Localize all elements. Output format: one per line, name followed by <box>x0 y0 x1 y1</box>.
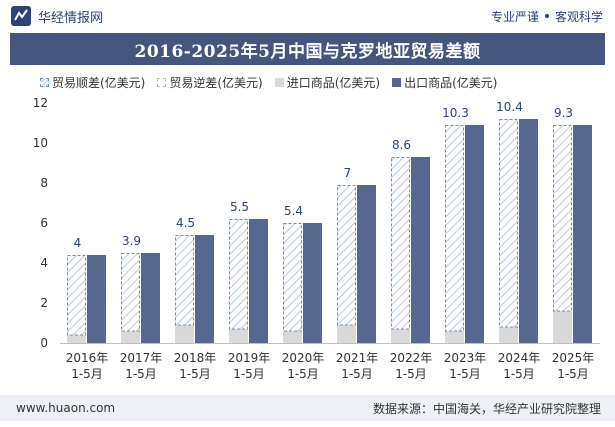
brand-name: 华经情报网 <box>38 10 104 26</box>
surplus-bar <box>121 253 140 332</box>
import-bar <box>283 331 302 343</box>
legend-label-surplus: 贸易顺差(亿美元) <box>52 75 146 90</box>
separator-dot-icon <box>544 14 549 18</box>
x-tick-label: 1-5月 <box>71 367 103 381</box>
y-tick-label: 4 <box>40 256 48 270</box>
surplus-bar <box>391 157 410 330</box>
x-tick-label: 1-5月 <box>233 367 265 381</box>
export-bar <box>87 255 106 343</box>
legend-label-export: 出口商品(亿美元) <box>404 75 498 90</box>
surplus-data-label: 9.3 <box>554 106 573 120</box>
legend-item-import[interactable]: 进口商品(亿美元) <box>274 74 381 91</box>
legend-item-deficit[interactable]: 贸易逆差(亿美元) <box>157 74 263 91</box>
legend-label-import: 进口商品(亿美元) <box>286 75 381 90</box>
export-bar <box>249 219 268 343</box>
chart-title: 2016-2025年5月中国与克罗地亚贸易差额 <box>10 33 605 65</box>
surplus-data-label: 5.5 <box>230 200 249 214</box>
surplus-data-label: 4 <box>74 236 82 250</box>
surplus-bar <box>445 125 464 332</box>
y-tick-label: 10 <box>33 136 48 150</box>
x-tick-label: 2024年 <box>498 351 541 365</box>
surplus-bar <box>67 255 86 336</box>
x-tick-label: 1-5月 <box>341 367 373 381</box>
slogan-right: 客观科学 <box>554 9 603 24</box>
x-tick-label: 2023年 <box>444 351 487 365</box>
x-tick-label: 2019年 <box>228 351 271 365</box>
y-tick-label: 0 <box>40 336 48 350</box>
header-bar: 华经情报网 专业严谨 客观科学 <box>0 0 615 32</box>
x-tick-label: 1-5月 <box>449 367 481 381</box>
import-bar <box>445 331 464 343</box>
x-tick-label: 1-5月 <box>503 367 535 381</box>
surplus-data-label: 10.3 <box>442 106 469 120</box>
export-bar <box>195 235 214 343</box>
x-tick-label: 2016年 <box>66 351 109 365</box>
x-tick-label: 1-5月 <box>179 367 211 381</box>
slogan-left: 专业严谨 <box>490 9 539 24</box>
y-tick-label: 2 <box>40 296 48 310</box>
import-bar <box>337 325 356 343</box>
import-bar <box>553 311 572 343</box>
export-bar <box>411 157 430 343</box>
slogan: 专业严谨 客观科学 <box>491 8 603 25</box>
import-bar <box>499 327 518 343</box>
export-bar <box>465 125 484 343</box>
import-bar <box>67 335 86 343</box>
legend-item-surplus[interactable]: 贸易顺差(亿美元) <box>40 74 145 91</box>
footer-bar: www.huaon.com 数据来源：中国海关，华经产业研究院整理 <box>0 395 615 421</box>
import-bar <box>391 329 410 343</box>
surplus-data-label: 3.9 <box>122 234 141 248</box>
x-tick-label: 2017年 <box>120 351 163 365</box>
export-bar <box>141 253 160 343</box>
import-bar <box>229 329 248 343</box>
x-tick-label: 2020年 <box>282 351 325 365</box>
x-tick-label: 1-5月 <box>557 367 589 381</box>
chart-legend: 贸易顺差(亿美元) 贸易逆差(亿美元) 进口商品(亿美元) 出口商品(亿美元) <box>40 73 498 91</box>
surplus-bar <box>337 185 356 326</box>
brand[interactable]: 华经情报网 <box>10 5 103 27</box>
surplus-data-label: 8.6 <box>392 138 411 152</box>
legend-swatch-import <box>274 77 284 87</box>
surplus-bar <box>283 223 302 332</box>
x-tick-label: 2018年 <box>174 351 217 365</box>
import-bar <box>175 325 194 343</box>
surplus-bar <box>499 119 518 328</box>
bar-chart: 0 2 4 6 8 10 12 4 2016年 1-5月 3.9 2017年 1-5月 4.5 2018年 1… <box>33 96 600 381</box>
x-tick-label: 1-5月 <box>395 367 427 381</box>
surplus-data-label: 7 <box>344 166 352 180</box>
brand-logo-icon <box>11 6 31 26</box>
legend-swatch-deficit <box>157 77 167 87</box>
surplus-data-label: 10.4 <box>496 100 523 114</box>
y-tick-label: 6 <box>40 216 48 230</box>
export-bar <box>573 125 592 343</box>
legend-swatch-surplus <box>40 77 49 87</box>
x-tick-label: 1-5月 <box>287 367 319 381</box>
surplus-data-label: 4.5 <box>176 216 195 230</box>
export-bar <box>519 119 538 343</box>
footer-source: 数据来源：中国海关，华经产业研究院整理 <box>372 401 601 416</box>
surplus-bar <box>229 219 248 330</box>
surplus-data-label: 5.4 <box>284 204 303 218</box>
legend-item-export[interactable]: 出口商品(亿美元) <box>392 74 498 91</box>
y-tick-label: 8 <box>40 176 48 190</box>
export-bar <box>357 185 376 343</box>
y-tick-label: 12 <box>33 96 48 110</box>
x-tick-label: 1-5月 <box>125 367 157 381</box>
footer-website[interactable]: www.huaon.com <box>16 401 116 415</box>
x-tick-label: 2021年 <box>336 351 379 365</box>
legend-label-deficit: 贸易逆差(亿美元) <box>169 75 263 90</box>
x-tick-label: 2025年 <box>552 351 595 365</box>
legend-swatch-export <box>392 77 402 87</box>
x-tick-label: 2022年 <box>390 351 433 365</box>
import-bar <box>121 331 140 343</box>
export-bar <box>303 223 322 343</box>
surplus-bar <box>175 235 194 326</box>
surplus-bar <box>553 125 572 312</box>
